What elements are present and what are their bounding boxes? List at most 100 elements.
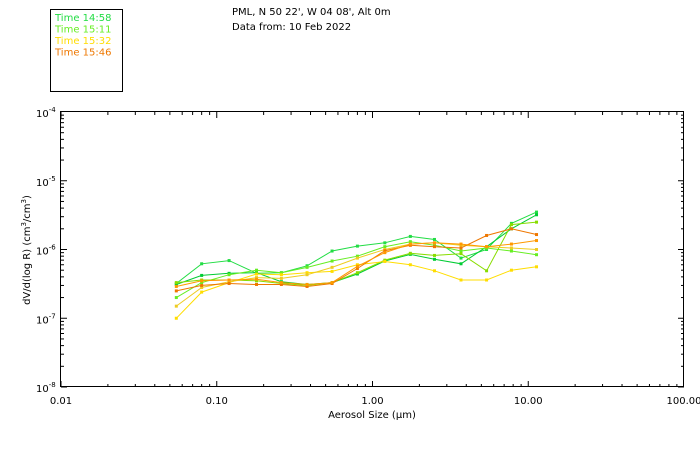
series-5-point <box>355 263 359 267</box>
series-2-point <box>535 213 539 217</box>
y-tick-label: 10-4 <box>36 106 56 120</box>
series-3-point <box>255 268 259 272</box>
series-7-point <box>355 266 359 270</box>
x-tick-label: 1.00 <box>361 396 383 407</box>
series-1-point <box>355 244 359 248</box>
series-5-point <box>509 268 513 272</box>
legend-entry: Time 15:32 <box>54 36 111 47</box>
series-3-point <box>535 253 539 257</box>
series-8-point <box>330 281 334 285</box>
date-line: Data from: 10 Feb 2022 <box>232 22 351 33</box>
series-8-point <box>459 242 463 246</box>
series-3-point <box>459 249 463 253</box>
x-tick-label: 0.10 <box>206 396 228 407</box>
legend-entry: Time 15:11 <box>54 25 111 36</box>
series-7-point <box>305 284 309 288</box>
series-7-point <box>509 227 513 231</box>
series-6-point <box>330 265 334 269</box>
y-tick-label: 10-8 <box>36 381 56 395</box>
series-8-point <box>174 284 178 288</box>
series-6-point <box>509 246 513 250</box>
series-3-point <box>383 245 387 249</box>
series-6-point <box>305 273 309 277</box>
series-7-point <box>383 249 387 253</box>
series-4-point <box>509 223 513 227</box>
x-tick-label: 10.00 <box>514 396 543 407</box>
series-1-point <box>305 264 309 268</box>
axis-tick-labels: 0.01 0.10 1.00 10.00 100.00 10-8 10-7 10-6 10-5 1… <box>36 106 700 407</box>
series-5-point <box>485 278 489 282</box>
series-7-point <box>432 245 436 249</box>
series-7-point <box>535 233 539 237</box>
series-8-point <box>305 282 309 286</box>
series-4-point <box>485 269 489 273</box>
series-3-point <box>330 259 334 263</box>
series-5-point <box>200 290 204 294</box>
series-4-point <box>459 252 463 256</box>
station-title: PML, N 50 22', W 04 08', Alt 0m <box>232 7 391 18</box>
series-5-point <box>279 273 283 277</box>
series-7-point <box>174 289 178 293</box>
x-tick-label: 100.00 <box>667 396 700 407</box>
series-1-point <box>330 249 334 253</box>
series-1-point <box>227 259 231 263</box>
series-6-point <box>200 286 204 290</box>
series-2-point <box>200 273 204 277</box>
series-8-point <box>383 251 387 255</box>
series-6-point <box>174 304 178 308</box>
series-5-point <box>408 263 412 267</box>
series-8-point <box>509 242 513 246</box>
series-5-point <box>432 269 436 273</box>
series-3-point <box>279 271 283 275</box>
series-5-point <box>459 278 463 282</box>
series-6-point <box>355 256 359 260</box>
series-4-point <box>174 281 178 285</box>
series-1-point <box>432 237 436 241</box>
series-3-point <box>174 296 178 300</box>
series-7-point <box>459 246 463 250</box>
series-4-point <box>432 253 436 257</box>
series-8-point <box>535 239 539 243</box>
series-7-point <box>279 282 283 286</box>
series-4-point <box>408 251 412 255</box>
series-5-point <box>305 271 309 275</box>
series-2-point <box>432 257 436 261</box>
series-3-point <box>227 273 231 277</box>
series-3-point <box>305 265 309 269</box>
series-3-point <box>355 254 359 258</box>
series-8-point <box>485 245 489 249</box>
legend-entry: Time 15:46 <box>54 48 111 59</box>
series-1-point <box>535 210 539 214</box>
series-5-point <box>255 272 259 276</box>
plot-area <box>60 111 684 387</box>
x-tick-label: 0.01 <box>50 396 72 407</box>
series-4-point <box>255 279 259 283</box>
series-7-point <box>200 283 204 287</box>
y-tick-label: 10-5 <box>36 175 56 189</box>
data-series <box>174 210 539 320</box>
series-3-point <box>200 281 204 285</box>
series-5-point <box>330 269 334 273</box>
legend-box <box>50 9 123 92</box>
series-6-point <box>535 248 539 251</box>
x-axis-label: Aerosol Size (µm) <box>328 410 416 421</box>
series-1-point <box>200 262 204 266</box>
series-8-point <box>432 241 436 245</box>
series-4-point <box>355 271 359 275</box>
series-6-point <box>255 276 259 280</box>
series-4-point <box>535 220 539 224</box>
series-5-point <box>535 265 539 269</box>
series-1-point <box>459 256 463 260</box>
series-8-point <box>408 242 412 246</box>
series-3-point <box>408 240 412 244</box>
series-1-point <box>408 234 412 238</box>
series-7-point <box>255 282 259 286</box>
series-3-point <box>509 249 513 253</box>
y-tick-label: 10-7 <box>36 312 56 326</box>
series-8-point <box>355 264 359 268</box>
series-8-point <box>279 281 283 285</box>
series-5-point <box>383 259 387 263</box>
series-6-point <box>279 276 283 280</box>
